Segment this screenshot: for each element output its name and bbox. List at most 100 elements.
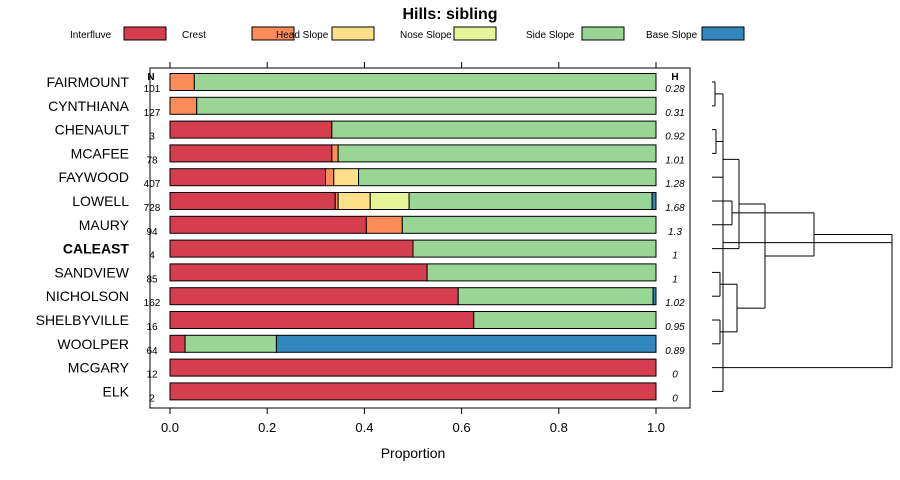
h-value: 1.3	[668, 227, 682, 238]
n-value: 728	[144, 203, 161, 214]
bar-segment	[169, 96, 198, 115]
x-tick-label: 1.0	[647, 420, 665, 435]
x-tick-label: 0.6	[453, 420, 471, 435]
h-value: 1.01	[665, 155, 684, 166]
bar-segment	[169, 215, 367, 234]
bar-segment	[169, 311, 475, 329]
bar-segment	[365, 215, 403, 234]
bar-segment	[473, 311, 657, 329]
bar-segment	[169, 287, 459, 306]
bar-segment	[169, 144, 333, 163]
row: MAURY 94 1.3	[79, 215, 682, 238]
row: FAYWOOD 407 1.28	[58, 168, 685, 190]
x-tick-label: 0.2	[258, 420, 276, 435]
legend: Interfluve Crest Head Slope Nose Slope Side …	[70, 26, 745, 41]
n-value: 162	[144, 298, 161, 309]
bar-segment	[196, 96, 657, 115]
h-value: 1	[672, 274, 678, 285]
row: SANDVIEW 85 1	[54, 263, 678, 285]
bar-segment	[337, 144, 657, 163]
legend-label: Crest	[182, 30, 206, 41]
x-tick-label: 0.8	[550, 420, 568, 435]
n-value: 4	[149, 251, 155, 262]
row-label: MAURY	[79, 217, 130, 233]
row-label: ELK	[103, 383, 130, 399]
row: LOWELL 728 1.68	[72, 192, 685, 214]
h-value: 0.92	[665, 132, 685, 143]
n-value: 78	[146, 155, 158, 166]
n-value: 16	[146, 322, 158, 333]
legend-label: Side Slope	[526, 30, 575, 41]
h-value: 1	[672, 251, 678, 262]
h-value: 0.31	[665, 108, 684, 119]
row-label: SHELBYVILLE	[36, 312, 129, 328]
bar-segment	[337, 192, 371, 210]
chart-title: Hills: sibling	[402, 6, 497, 23]
bar-segment	[331, 120, 657, 139]
legend-label: Head Slope	[276, 30, 329, 41]
bar-segment	[333, 168, 360, 187]
legend-label: Interfluve	[70, 30, 112, 41]
bar-segment	[401, 215, 657, 234]
bar-segment	[169, 239, 414, 258]
row: CHENAULT 3 0.92	[55, 120, 685, 143]
x-tick-label: 0.0	[161, 420, 179, 435]
bar-segment	[325, 168, 335, 187]
legend-swatch	[701, 26, 745, 41]
n-value: 64	[146, 346, 158, 357]
bar-segment	[652, 287, 657, 306]
legend-swatch	[251, 26, 295, 41]
bar-segment	[184, 334, 277, 353]
row-label: SANDVIEW	[54, 264, 129, 280]
row-label: CYNTHIANA	[48, 98, 130, 114]
row: CYNTHIANA 127 0.31	[48, 96, 685, 119]
h-column-header: H	[671, 72, 678, 83]
row-label: CALEAST	[63, 241, 130, 257]
bar-segment	[169, 168, 327, 187]
bar-segment	[275, 334, 657, 353]
n-value: 2	[149, 393, 155, 404]
row: MCAFEE 78 1.01	[71, 144, 685, 166]
row: CALEAST 4 1	[63, 239, 678, 262]
bar-segment	[331, 144, 339, 163]
bar-segment	[412, 239, 657, 258]
n-value: 407	[144, 179, 161, 190]
h-value: 0.28	[665, 84, 685, 95]
row: SHELBYVILLE 16 0.95	[36, 311, 685, 333]
bar-segment	[169, 192, 336, 210]
n-column-header: N	[147, 72, 154, 83]
h-value: 1.02	[665, 298, 685, 309]
bar-segment	[169, 73, 195, 91]
h-value: 0.89	[665, 346, 685, 357]
bar-segment	[169, 358, 657, 377]
bar-segment	[426, 263, 657, 282]
x-axis-label: Proportion	[381, 445, 446, 461]
bar-segment	[169, 120, 333, 139]
row: ELK 2 0	[103, 382, 678, 404]
row-label: MCGARY	[68, 360, 130, 376]
legend-swatch	[123, 26, 167, 41]
row: FAIRMOUNT 101 0.28	[47, 73, 685, 95]
legend-swatch	[331, 26, 375, 41]
bar-segment	[369, 192, 410, 210]
bar-segment	[169, 263, 428, 282]
bar-segment	[169, 382, 657, 401]
bar-segment	[358, 168, 657, 187]
dendrogram	[712, 81, 893, 392]
bar-segment	[169, 334, 186, 353]
h-value: 0.95	[665, 322, 685, 333]
row-label: NICHOLSON	[46, 288, 129, 304]
bar-segment	[408, 192, 653, 210]
n-value: 12	[146, 370, 158, 381]
n-value: 94	[146, 227, 158, 238]
legend-swatch	[453, 26, 497, 41]
legend-label: Base Slope	[646, 30, 698, 41]
plot-frame	[149, 67, 691, 409]
legend-label: Nose Slope	[400, 30, 452, 41]
bar-segment	[651, 192, 657, 210]
row: MCGARY 12 0	[68, 358, 678, 381]
row-label: CHENAULT	[55, 122, 130, 138]
x-tick-label: 0.4	[355, 420, 373, 435]
